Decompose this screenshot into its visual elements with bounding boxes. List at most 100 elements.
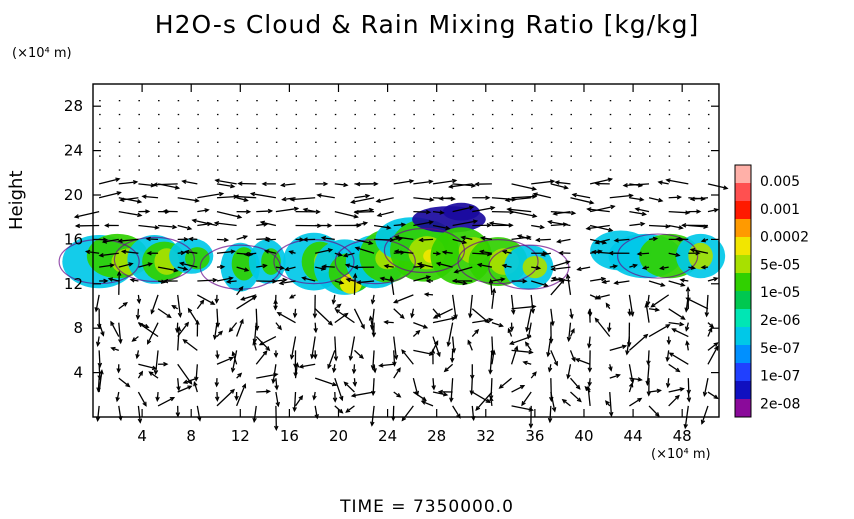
wind-arrow-head <box>521 401 526 407</box>
wind-arrow <box>315 248 332 254</box>
wind-arrow <box>275 207 298 213</box>
y-tick-label: 20 <box>64 186 83 204</box>
wind-arrow <box>660 266 669 270</box>
wind-arrow-head <box>129 277 135 283</box>
wind-arrow <box>401 349 414 365</box>
wind-arrow <box>272 364 277 383</box>
wind-arrow-head <box>685 286 691 292</box>
wind-arrow <box>393 180 414 185</box>
wind-arrow-head <box>370 299 376 305</box>
wind-arrow-head <box>339 280 345 285</box>
wind-arrow-head <box>279 265 286 271</box>
wind-arrow <box>628 334 648 351</box>
wind-arrow-head <box>147 339 152 345</box>
wind-arrow-head <box>428 351 435 356</box>
wind-arrow <box>177 294 182 317</box>
wind-arrow <box>236 266 249 272</box>
wind-arrow-head <box>475 405 481 411</box>
wind-arrow <box>609 194 633 199</box>
wind-arrow <box>444 363 454 372</box>
wind-arrow-head <box>314 414 319 420</box>
wind-arrow <box>265 250 277 254</box>
colorbar-swatch <box>735 327 751 346</box>
wind-arrow-head <box>678 225 684 230</box>
wind-arrow <box>686 297 709 310</box>
wind-arrow <box>491 336 494 355</box>
wind-arrow-head <box>115 396 120 403</box>
wind-arrow <box>608 322 611 332</box>
wind-arrow-head <box>310 354 315 360</box>
wind-arrow-head <box>334 308 340 314</box>
wind-arrow <box>629 197 644 201</box>
wind-arrow <box>256 390 270 393</box>
wind-arrow-head <box>197 416 202 422</box>
wind-arrow <box>569 308 573 319</box>
wind-arrow <box>491 278 505 282</box>
wind-arrow-head <box>566 336 572 343</box>
wind-arrow <box>355 247 375 254</box>
wind-arrow <box>393 223 405 227</box>
wind-arrow-head <box>659 265 665 271</box>
wind-arrow <box>354 238 373 245</box>
wind-arrow <box>413 221 433 227</box>
wind-arrow-head <box>684 307 689 313</box>
wind-arrow <box>707 346 719 365</box>
wind-arrow <box>322 265 335 268</box>
wind-arrow <box>587 208 610 213</box>
wind-arrow-head <box>410 313 415 319</box>
colorbar-swatch <box>735 237 751 256</box>
wind-arrow-head <box>212 277 218 283</box>
wind-arrow-head <box>531 194 538 199</box>
wind-arrow-head <box>546 352 551 358</box>
wind-arrow-head <box>535 265 542 271</box>
wind-arrow-head <box>685 210 691 215</box>
wind-arrow-head <box>231 350 236 357</box>
wind-arrow-head <box>94 307 99 313</box>
wind-arrow-head <box>386 225 392 230</box>
wind-arrow <box>550 350 558 366</box>
wind-arrow-head <box>478 249 485 255</box>
wind-arrow-head <box>136 298 142 305</box>
wind-arrow <box>433 308 453 319</box>
wind-arrow-head <box>425 275 432 280</box>
wind-arrow <box>550 378 553 401</box>
wind-arrow <box>379 363 394 367</box>
wind-arrow-head <box>513 345 519 351</box>
wind-arrow <box>647 294 650 306</box>
wind-arrow <box>432 336 441 357</box>
wind-arrow-head <box>522 278 528 284</box>
wind-arrow-head <box>103 278 109 284</box>
wind-arrow <box>502 250 512 254</box>
wind-arrow-head <box>629 311 635 317</box>
wind-arrow-head <box>315 209 321 215</box>
wind-arrow-head <box>601 279 607 284</box>
wind-arrow <box>454 266 473 273</box>
wind-arrow-head <box>474 181 480 187</box>
wind-arrow <box>413 349 433 355</box>
wind-arrow <box>275 322 282 330</box>
wind-arrow-head <box>549 179 556 184</box>
wind-arrow-head <box>118 338 123 345</box>
wind-arrow-head <box>392 361 397 367</box>
wind-arrow <box>96 405 100 421</box>
wind-arrow-head <box>654 412 660 418</box>
wind-arrow <box>393 336 398 359</box>
wind-arrow <box>478 263 493 268</box>
wind-arrow-head <box>501 263 507 269</box>
wind-arrow <box>187 308 198 323</box>
wind-arrow <box>628 364 634 383</box>
wind-arrow <box>253 322 257 343</box>
wind-arrow-head <box>338 408 344 414</box>
wind-arrow-head <box>668 352 674 357</box>
wind-arrow-head <box>658 197 664 203</box>
wind-arrow-head <box>187 379 193 385</box>
wind-arrow-head <box>219 264 226 270</box>
wind-arrow <box>281 183 296 187</box>
wind-arrow-head <box>605 302 611 308</box>
wind-arrow <box>668 322 684 326</box>
wind-arrow <box>572 193 591 199</box>
wind-arrow <box>374 238 394 241</box>
wind-arrow <box>177 327 180 351</box>
wind-arrow-head <box>443 367 449 373</box>
